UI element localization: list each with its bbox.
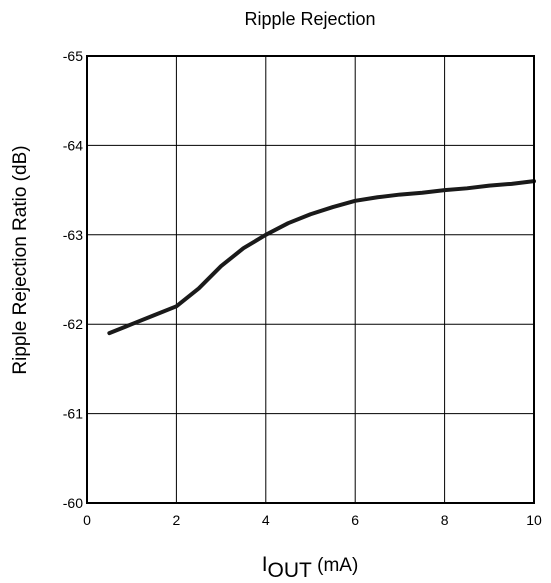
x-tick-label: 2	[173, 512, 181, 528]
y-tick-label: -61	[63, 406, 83, 422]
chart-title: Ripple Rejection	[244, 9, 375, 29]
plot-frame	[86, 55, 535, 504]
y-tick-label: -62	[63, 316, 83, 332]
x-tick-labels: 0 2 4 6 8 10	[83, 512, 542, 528]
y-tick-label: -64	[63, 137, 83, 153]
x-tick-label: 10	[526, 512, 542, 528]
x-tick-label: 6	[351, 512, 359, 528]
x-tick-label: 8	[441, 512, 449, 528]
y-tick-label: -65	[63, 48, 83, 64]
series-line	[107, 179, 536, 336]
y-axis-label: Ripple Rejection Ratio (dB)	[10, 145, 31, 374]
x-axis-label-subscript: OUT	[268, 559, 313, 582]
series-lines	[107, 179, 536, 336]
x-axis-label-unit: (mA)	[312, 555, 358, 576]
y-tick-label: -60	[63, 495, 83, 511]
x-tick-label: 4	[262, 512, 270, 528]
grid-lines	[86, 55, 535, 504]
x-axis-label: IOUT (mA)	[262, 553, 359, 582]
x-tick-label: 0	[83, 512, 91, 528]
y-tick-label: -63	[63, 227, 83, 243]
x-axis-label-main: I	[262, 553, 268, 576]
y-tick-labels: -60 -61 -62 -63 -64 -65	[63, 48, 83, 511]
